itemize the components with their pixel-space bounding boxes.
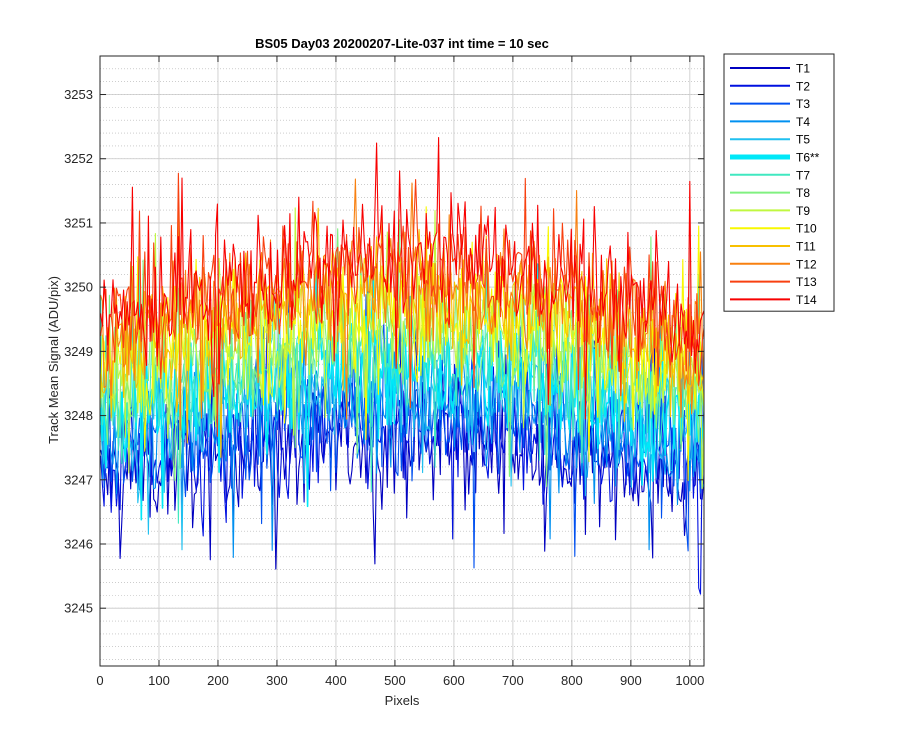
x-tick-label: 400	[325, 673, 347, 688]
legend-label: T4	[796, 115, 810, 129]
series-line-t14	[100, 137, 704, 420]
x-tick-label: 100	[148, 673, 170, 688]
x-tick-label: 300	[266, 673, 288, 688]
legend-label: T3	[796, 97, 810, 111]
y-tick-label: 3248	[64, 408, 93, 423]
x-tick-label: 600	[443, 673, 465, 688]
x-tick-label: 200	[207, 673, 229, 688]
legend-label: T2	[796, 79, 810, 93]
legend-label: T9	[796, 204, 810, 218]
chart-title: BS05 Day03 20200207-Lite-037 int time = …	[255, 36, 549, 51]
legend-label: T6**	[796, 151, 820, 165]
y-tick-label: 3246	[64, 537, 93, 552]
x-tick-label: 500	[384, 673, 406, 688]
plot-frame	[99, 55, 705, 667]
legend-label: T13	[796, 275, 817, 289]
y-axis-label: Track Mean Signal (ADU/pix)	[46, 276, 61, 444]
legend-label: T8	[796, 186, 810, 200]
y-tick-label: 3249	[64, 344, 93, 359]
legend-box	[723, 53, 835, 312]
legend-label: T14	[796, 293, 817, 307]
legend-label: T12	[796, 257, 817, 271]
y-tick-label: 3251	[64, 215, 93, 230]
x-tick-label: 0	[96, 673, 103, 688]
y-tick-label: 3247	[64, 472, 93, 487]
x-tick-label: 900	[620, 673, 642, 688]
y-tick-label: 3253	[64, 87, 93, 102]
series-layer	[100, 137, 704, 595]
legend-label: T11	[796, 240, 816, 254]
y-tick-label: 3245	[64, 601, 93, 616]
y-tick-label: 3252	[64, 151, 93, 166]
tick-layer: 0 100 200 300 400 500 600 700 800 900 1000 3245 3246…	[64, 56, 704, 688]
x-axis-label: Pixels	[385, 693, 420, 708]
x-tick-label: 1000	[675, 673, 704, 688]
legend-label: T1	[796, 62, 810, 76]
y-tick-label: 3250	[64, 280, 93, 295]
legend-label: T7	[796, 168, 810, 182]
x-tick-label: 700	[502, 673, 524, 688]
x-tick-label: 800	[561, 673, 583, 688]
legend-label: T5	[796, 133, 810, 147]
legend-label: T10	[796, 222, 817, 236]
legend[interactable]: T1 T2 T3 T4 T5 T6** T7 T8 T9 T10 T11 T12 T13 T14	[723, 53, 835, 312]
